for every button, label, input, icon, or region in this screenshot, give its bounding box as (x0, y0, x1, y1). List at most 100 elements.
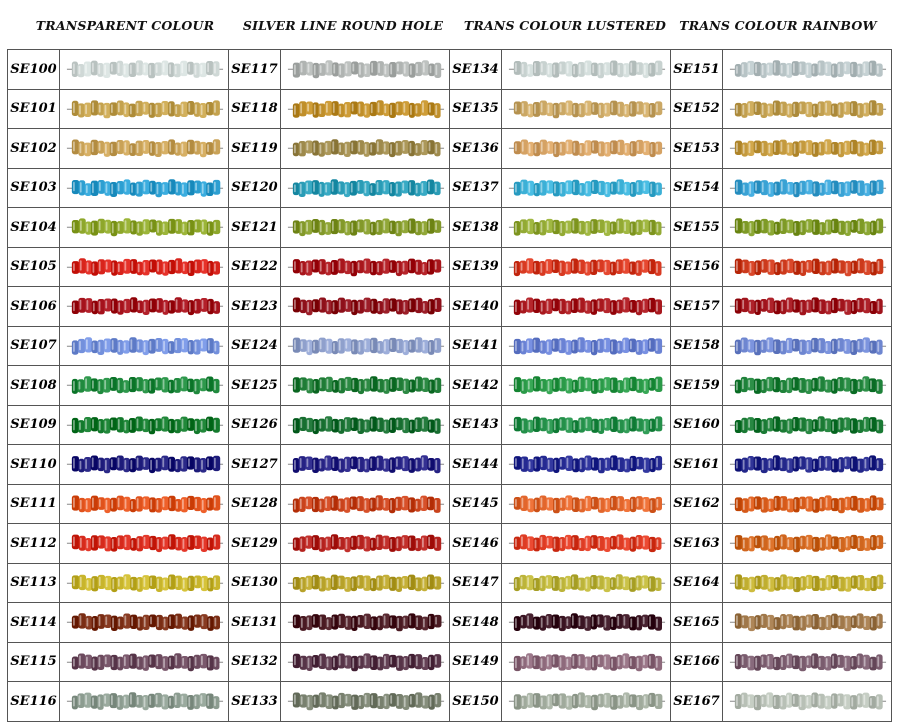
bead-swatch-cell: SE162 (670, 483, 892, 524)
bead-swatch-cell: SE102 (7, 128, 229, 169)
bead-swatch-cell: SE120 (228, 167, 450, 208)
bead-swatch-cell: SE134 (449, 49, 671, 90)
bead-strand-image (281, 564, 449, 603)
bead-code: SE124 (229, 326, 281, 365)
bead-swatch-cell: SE160 (670, 404, 892, 445)
bead-strand-image (723, 327, 891, 366)
bead-swatch-cell: SE119 (228, 128, 450, 169)
bead-swatch-cell: SE148 (449, 602, 671, 643)
bead-swatch-cell: SE109 (7, 404, 229, 445)
bead-strand-image (723, 50, 891, 89)
bead-strand-image (281, 643, 449, 682)
bead-strand-image (502, 90, 670, 129)
bead-code: SE101 (8, 89, 60, 128)
bead-code: SE140 (450, 287, 502, 326)
bead-strand-image (281, 603, 449, 642)
bead-strand-image (502, 287, 670, 326)
bead-strand-image (281, 445, 449, 484)
bead-strand-image (723, 406, 891, 445)
bead-strand-image (60, 564, 228, 603)
bead-code: SE139 (450, 247, 502, 286)
bead-swatch-cell: SE140 (449, 286, 671, 327)
bead-swatch-cell: SE156 (670, 246, 892, 287)
column-headers: TRANSPARENT COLOUR SILVER LINE ROUND HOL… (0, 18, 900, 46)
bead-strand-image (502, 50, 670, 89)
bead-swatch-cell: SE127 (228, 444, 450, 485)
bead-swatch-cell: SE129 (228, 523, 450, 564)
bead-swatch-cell: SE159 (670, 365, 892, 406)
bead-code: SE105 (8, 247, 60, 286)
bead-code: SE121 (229, 208, 281, 247)
bead-code: SE146 (450, 524, 502, 563)
bead-strand-image (502, 208, 670, 247)
bead-swatch-cell: SE141 (449, 325, 671, 366)
bead-code: SE141 (450, 326, 502, 365)
bead-swatch-cell: SE112 (7, 523, 229, 564)
bead-code: SE159 (671, 366, 723, 405)
bead-color-chart: SE100 SE101 SE102 SE103 SE104 SE105 SE106 SE107… (7, 49, 892, 722)
bead-code: SE162 (671, 484, 723, 523)
bead-swatch-cell: SE125 (228, 365, 450, 406)
bead-swatch-cell: SE161 (670, 444, 892, 485)
bead-code: SE123 (229, 287, 281, 326)
bead-code: SE102 (8, 129, 60, 168)
bead-code: SE155 (671, 208, 723, 247)
bead-swatch-cell: SE142 (449, 365, 671, 406)
bead-swatch-cell: SE146 (449, 523, 671, 564)
bead-swatch-cell: SE111 (7, 483, 229, 524)
bead-code: SE151 (671, 50, 723, 89)
bead-swatch-cell: SE164 (670, 562, 892, 603)
bead-swatch-cell: SE167 (670, 681, 892, 722)
bead-strand-image (281, 287, 449, 326)
bead-swatch-cell: SE114 (7, 602, 229, 643)
bead-code: SE138 (450, 208, 502, 247)
bead-code: SE122 (229, 247, 281, 286)
bead-swatch-cell: SE117 (228, 49, 450, 90)
bead-strand-image (502, 327, 670, 366)
bead-strand-image (502, 603, 670, 642)
bead-swatch-cell: SE108 (7, 365, 229, 406)
bead-code: SE145 (450, 484, 502, 523)
bead-strand-image (60, 90, 228, 129)
bead-code: SE130 (229, 563, 281, 602)
bead-code: SE147 (450, 563, 502, 602)
bead-strand-image (60, 643, 228, 682)
bead-strand-image (723, 129, 891, 168)
bead-code: SE108 (8, 366, 60, 405)
bead-swatch-cell: SE138 (449, 207, 671, 248)
bead-strand-image (60, 406, 228, 445)
bead-code: SE167 (671, 682, 723, 721)
bead-strand-image (502, 485, 670, 524)
bead-strand-image (60, 327, 228, 366)
bead-code: SE136 (450, 129, 502, 168)
bead-swatch-cell: SE116 (7, 681, 229, 722)
bead-swatch-cell: SE144 (449, 444, 671, 485)
bead-code: SE132 (229, 642, 281, 681)
bead-swatch-cell: SE150 (449, 681, 671, 722)
bead-swatch-cell: SE106 (7, 286, 229, 327)
bead-code: SE133 (229, 682, 281, 721)
bead-strand-image (723, 485, 891, 524)
bead-code: SE128 (229, 484, 281, 523)
bead-code: SE153 (671, 129, 723, 168)
bead-strand-image (502, 169, 670, 208)
bead-code: SE116 (8, 682, 60, 721)
bead-swatch-cell: SE149 (449, 641, 671, 682)
bead-swatch-cell: SE103 (7, 167, 229, 208)
bead-strand-image (281, 406, 449, 445)
bead-code: SE125 (229, 366, 281, 405)
bead-swatch-cell: SE137 (449, 167, 671, 208)
bead-strand-image (723, 603, 891, 642)
bead-strand-image (502, 564, 670, 603)
bead-strand-image (281, 50, 449, 89)
bead-strand-image (502, 643, 670, 682)
bead-strand-image (60, 485, 228, 524)
bead-strand-image (723, 445, 891, 484)
bead-code: SE143 (450, 405, 502, 444)
bead-swatch-cell: SE123 (228, 286, 450, 327)
column-title: TRANS COLOUR LUSTERED (463, 18, 667, 33)
bead-code: SE152 (671, 89, 723, 128)
bead-swatch-cell: SE107 (7, 325, 229, 366)
bead-swatch-cell: SE139 (449, 246, 671, 287)
bead-strand-image (281, 90, 449, 129)
